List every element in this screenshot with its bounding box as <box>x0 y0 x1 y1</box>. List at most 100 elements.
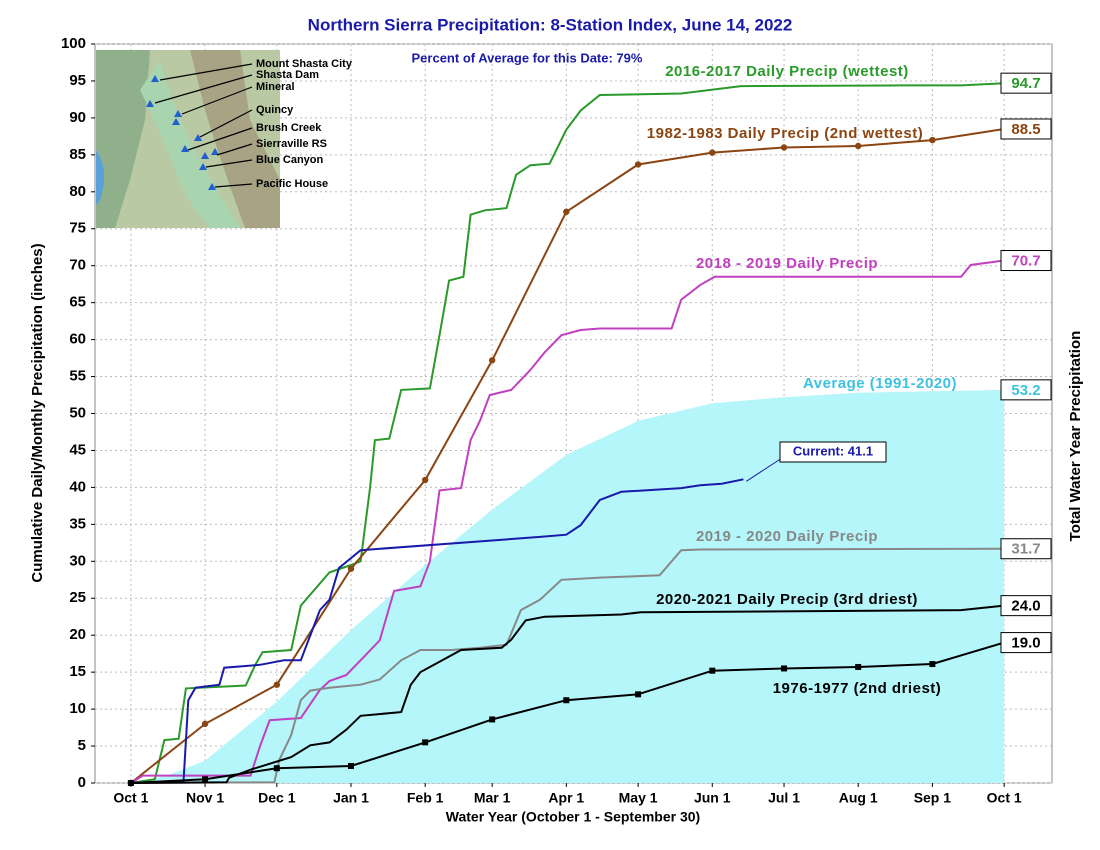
point-marker <box>780 144 788 151</box>
x-tick-label: Feb 1 <box>407 790 444 806</box>
x-tick-label: Aug 1 <box>839 790 878 806</box>
y-tick-label: 80 <box>69 183 86 200</box>
total-label: 24.0 <box>1011 598 1040 615</box>
x-tick-label: Mar 1 <box>474 790 511 806</box>
total-label: 53.2 <box>1011 382 1040 399</box>
station-label: Mineral <box>256 81 295 93</box>
y-tick-label: 65 <box>69 294 86 311</box>
y-tick-label: 40 <box>69 478 86 495</box>
series-label: Current: 41.1 <box>793 443 873 458</box>
y-tick-label: 5 <box>78 737 86 754</box>
point-marker <box>202 776 209 783</box>
y-tick-label: 0 <box>78 774 86 791</box>
point-marker <box>709 149 716 156</box>
point-marker <box>929 661 936 668</box>
total-box <box>1000 632 1052 654</box>
series-label: 1982-1983 Daily Precip (2nd wettest) <box>647 125 923 142</box>
station-label: Sierraville RS <box>256 138 327 150</box>
chart-subtitle: Percent of Average for this Date: 79% <box>412 50 643 65</box>
series-label: 1976-1977 (2nd driest) <box>773 680 942 697</box>
x-tick-label: Oct 1 <box>987 790 1022 806</box>
x-tick-label: May 1 <box>619 790 658 806</box>
series-line <box>130 604 1005 784</box>
point-marker <box>855 663 862 670</box>
point-marker <box>929 136 936 144</box>
y-tick-label: 90 <box>69 109 86 126</box>
series-label: 2016-2017 Daily Precip (wettest) <box>665 63 909 80</box>
total-box <box>1000 538 1052 560</box>
x-tick-label: Jan 1 <box>333 790 369 806</box>
x-tick-label: Oct 1 <box>113 790 148 806</box>
point-marker <box>422 739 429 746</box>
y-tick-label: 20 <box>69 626 86 643</box>
series-line <box>130 82 1005 784</box>
map-mountains <box>190 50 280 228</box>
total-label: 19.0 <box>1011 635 1040 652</box>
point-marker <box>855 142 862 150</box>
point-marker <box>347 763 354 770</box>
average-area <box>130 389 1005 783</box>
total-box <box>1000 250 1052 272</box>
series-line <box>130 478 744 784</box>
station-arrows <box>154 63 253 188</box>
series-label: Average (1991-2020) <box>803 375 957 392</box>
series-line <box>130 547 1005 784</box>
point-marker <box>488 357 496 364</box>
y-tick-label: 70 <box>69 257 86 274</box>
label-pointer <box>746 455 786 482</box>
total-box <box>1000 118 1052 140</box>
series-label: 2019 - 2020 Daily Precip <box>696 528 878 545</box>
y2-axis-label: Total Water Year Precipitation <box>1067 331 1084 542</box>
total-box <box>1000 72 1052 94</box>
y-tick-label: 10 <box>69 700 86 717</box>
point-marker <box>563 697 570 704</box>
point-marker <box>635 691 642 698</box>
x-tick-label: Sep 1 <box>914 790 952 806</box>
station-label: Shasta Dam <box>256 69 319 81</box>
point-marker <box>781 665 788 672</box>
station-label: Pacific House <box>256 178 328 190</box>
y-tick-label: 30 <box>69 552 86 569</box>
total-label: 70.7 <box>1011 252 1040 269</box>
y-tick-label: 50 <box>69 404 86 421</box>
point-marker <box>634 161 642 168</box>
station-label: Mount Shasta City <box>256 58 353 70</box>
point-marker <box>489 716 496 723</box>
point-marker <box>127 780 134 786</box>
label-box <box>779 441 887 463</box>
station-label: Brush Creek <box>256 122 322 134</box>
y-tick-label: 60 <box>69 331 86 348</box>
x-tick-label: Dec 1 <box>258 790 296 806</box>
plot-marks: Average (1991-2020) 53.2 2016-2017 Daily P… <box>127 63 1052 787</box>
total-label: 94.7 <box>1011 75 1040 92</box>
series-label: 2018 - 2019 Daily Precip <box>696 255 878 272</box>
total-box <box>1000 595 1052 617</box>
y-tick-label: 85 <box>69 146 86 163</box>
point-marker <box>709 667 716 674</box>
y-tick-label: 45 <box>69 441 86 458</box>
station-label: Blue Canyon <box>256 154 324 166</box>
y-tick-label: 100 <box>61 35 86 52</box>
y-tick-label: 55 <box>69 368 86 385</box>
total-label: 31.7 <box>1011 541 1040 558</box>
map-water <box>96 150 105 205</box>
y-tick-label: 15 <box>69 663 86 680</box>
y-axis-label: Cumulative Daily/Monthly Precipitation (… <box>29 243 46 582</box>
series-label: 2020-2021 Daily Precip (3rd driest) <box>656 591 918 608</box>
station-markers <box>146 75 219 190</box>
station-label: Quincy <box>256 104 294 116</box>
x-tick-label: Jun 1 <box>694 790 731 806</box>
total-box <box>1000 379 1052 401</box>
point-marker <box>347 565 355 572</box>
point-marker <box>201 720 209 728</box>
x-tick-label: Apr 1 <box>548 790 584 806</box>
y-tick-label: 25 <box>69 589 86 606</box>
y-tick-label: 95 <box>69 72 86 89</box>
point-marker <box>273 681 281 688</box>
chart-title: Northern Sierra Precipitation: 8-Station… <box>308 15 793 34</box>
x-axis-label: Water Year (October 1 - September 30) <box>446 809 700 825</box>
x-tick-label: Nov 1 <box>186 790 224 806</box>
